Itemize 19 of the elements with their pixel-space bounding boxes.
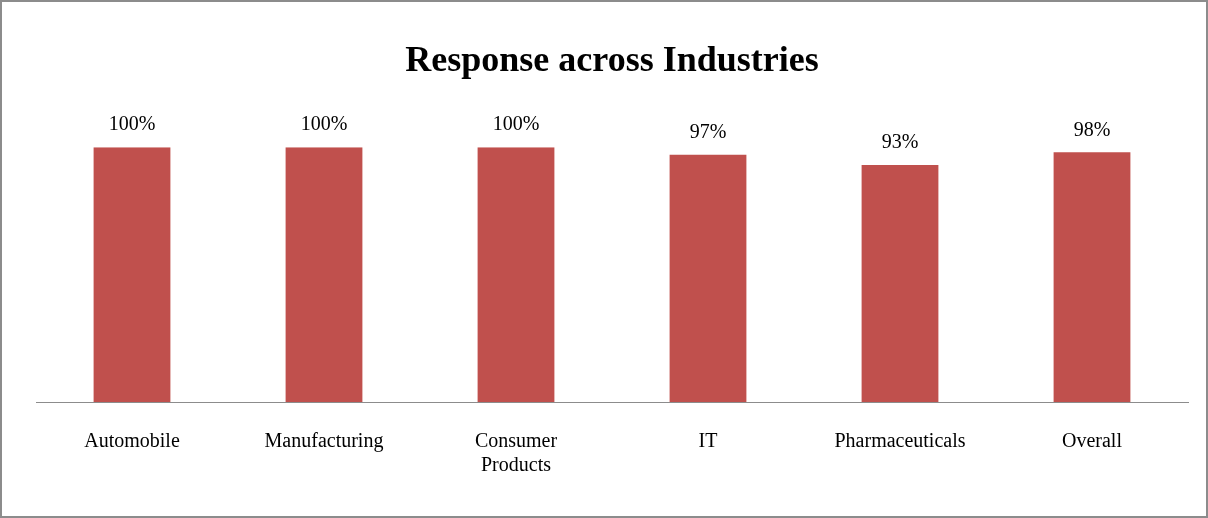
data-label: 100% (300, 112, 348, 135)
bar (285, 147, 363, 402)
x-tick-label: IT (698, 429, 718, 452)
data-label: 100% (108, 112, 156, 135)
data-label: 98% (1073, 117, 1111, 140)
data-label: 100% (492, 112, 540, 135)
data-label: 97% (689, 120, 727, 143)
chart-title: Response across Industries (405, 38, 819, 79)
bar (669, 154, 747, 402)
x-tick-label: Consumer Products (474, 429, 558, 476)
bar (861, 165, 939, 402)
x-tick-label: Overall (1062, 429, 1123, 452)
data-label: 93% (881, 130, 919, 153)
bar (1053, 152, 1131, 402)
x-tick-label: Automobile (84, 429, 180, 452)
x-tick-label: Manufacturing (264, 429, 384, 453)
x-tick-label: Pharmaceuticals (834, 429, 966, 452)
bar (477, 147, 555, 402)
bar (93, 147, 171, 402)
